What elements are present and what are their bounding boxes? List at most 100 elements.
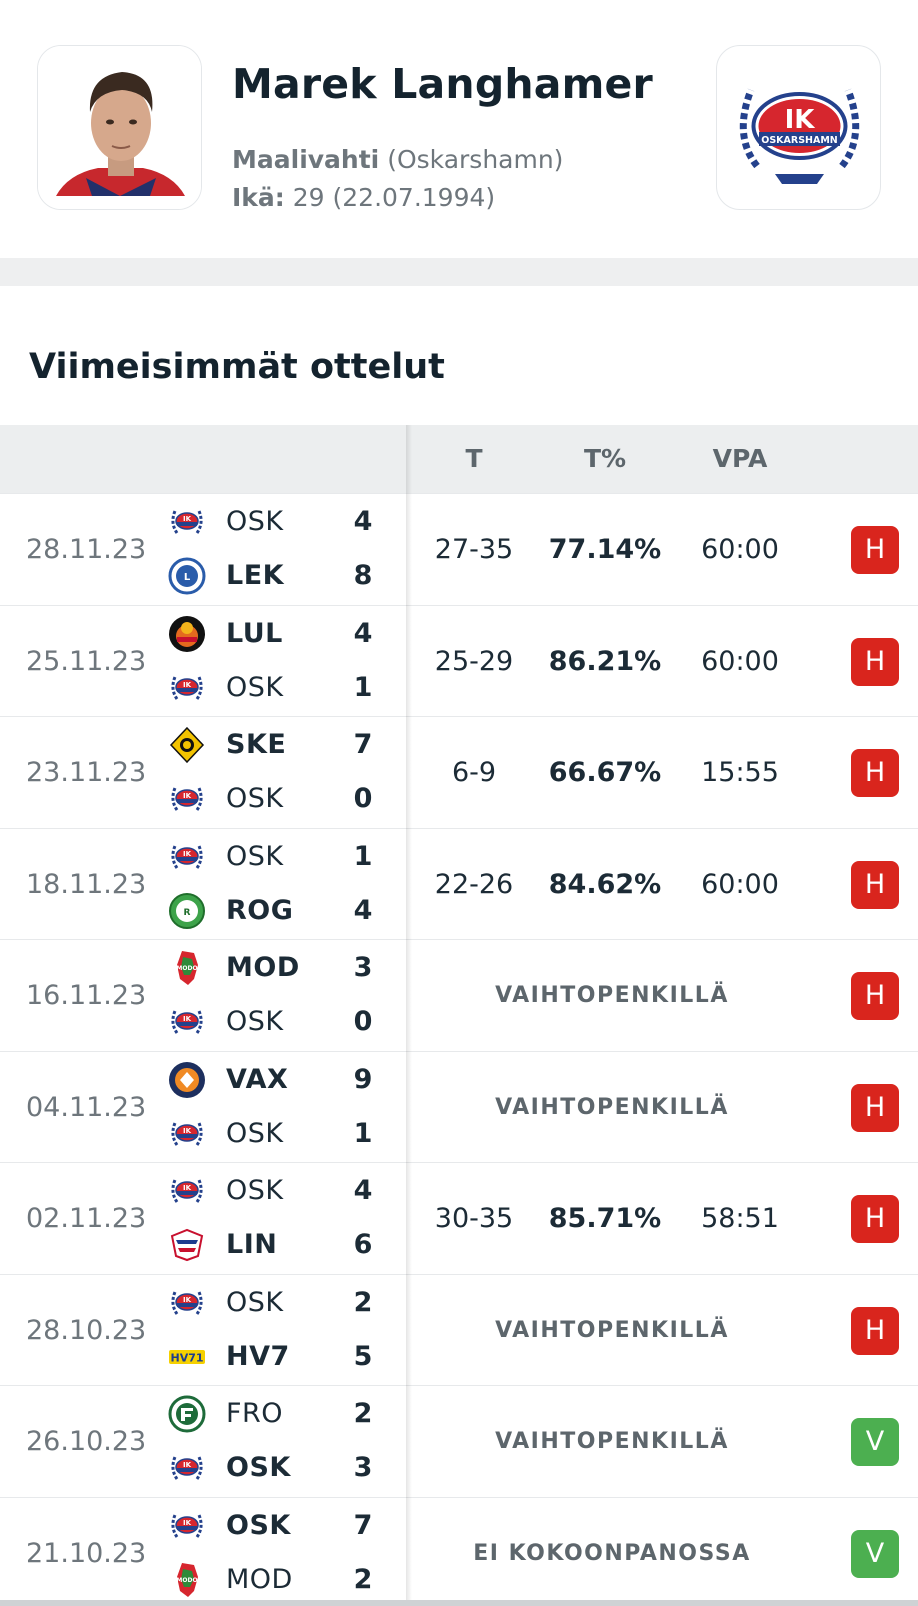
match-row[interactable]: 21.10.23 IK OSK 7 MODO MOD 2 EI KOKOONPANOSSA V (0, 1496, 918, 1606)
away-team: HV71 HV7 5 (164, 1329, 404, 1385)
team-abbr: ROG (226, 894, 294, 926)
match-date: 25.11.23 (26, 645, 147, 677)
player-position: Maalivahti (Oskarshamn) (232, 145, 563, 174)
team-abbr: LEK (226, 560, 285, 591)
oskarshamn-logo-icon: IK (168, 1115, 206, 1153)
sticky-column-shadow (406, 425, 412, 1606)
frolunda-logo-icon (168, 1395, 206, 1433)
linkoping-logo-icon (168, 1226, 206, 1264)
team-abbr: OSK (226, 1286, 284, 1318)
oskarshamn-logo-icon: IK (168, 1003, 206, 1041)
match-row[interactable]: 25.11.23 LUL 4 IK OSK 1 25-29 86.21% 60:00 H (0, 604, 918, 717)
oskarshamn-logo-icon: IK OSKARSHAMN (739, 88, 860, 184)
result-badge: H (851, 1195, 899, 1243)
match-row[interactable]: 02.11.23 IK OSK 4 LIN 6 30-35 85.71% 58:51 H (0, 1162, 918, 1274)
team-logo-card[interactable]: IK OSKARSHAMN (716, 45, 881, 210)
team-score: 2 (353, 1563, 373, 1595)
team-score: 3 (353, 1452, 373, 1483)
team-score: 9 (353, 1063, 373, 1095)
stat-save-pct: 85.71% (548, 1203, 662, 1234)
stat-save-pct: 86.21% (548, 645, 662, 677)
team-score: 4 (353, 506, 373, 537)
match-row[interactable]: 18.11.23 IK OSK 1 R ROG 4 22-26 84.62% 60:00 H (0, 827, 918, 940)
home-team: LUL 4 (164, 606, 404, 662)
oskarshamn-logo-icon: IK (168, 503, 206, 541)
team-score: 3 (353, 952, 373, 983)
result-badge: H (851, 1306, 899, 1355)
player-photo-icon (38, 46, 201, 209)
away-team: LIN 6 (164, 1217, 404, 1273)
home-team: IK OSK 2 (164, 1275, 404, 1331)
away-team: IK OSK 0 (164, 994, 404, 1050)
svg-text:MODO: MODO (176, 1577, 197, 1584)
team-score: 1 (353, 1117, 373, 1149)
not-played-status: VAIHTOPENKILLÄ (495, 1317, 729, 1343)
team-score: 7 (353, 729, 373, 760)
svg-text:IK: IK (183, 681, 192, 689)
oskarshamn-logo-icon: IK (168, 1284, 206, 1322)
oskarshamn-logo-icon: IK (168, 838, 206, 876)
leksand-logo-icon: L (168, 557, 206, 595)
svg-text:IK: IK (183, 515, 192, 523)
match-row[interactable]: 26.10.23 FRO 2 IK OSK 3 VAIHTOPENKILLÄ V (0, 1385, 918, 1497)
result-badge: V (851, 1418, 899, 1466)
team-score: 4 (353, 617, 373, 649)
team-score: 7 (353, 1509, 373, 1541)
match-date: 04.11.23 (26, 1091, 147, 1123)
stat-save-pct: 84.62% (548, 868, 662, 900)
not-played-status: VAIHTOPENKILLÄ (495, 983, 729, 1008)
stat-toi: 58:51 (701, 1203, 779, 1234)
oskarshamn-logo-icon: IK (168, 1507, 206, 1545)
section-divider (0, 258, 918, 286)
home-team: IK OSK 1 (164, 829, 404, 885)
result-badge: H (851, 637, 899, 686)
player-name: Marek Langhamer (232, 60, 653, 108)
oskarshamn-logo-icon: IK (168, 1449, 206, 1487)
player-avatar (37, 45, 202, 210)
stat-saves: 22-26 (434, 868, 514, 900)
match-date: 26.10.23 (26, 1426, 147, 1457)
team-abbr: LIN (226, 1229, 278, 1260)
home-team: SKE 7 (164, 717, 404, 773)
position-label: Maalivahti (232, 145, 380, 174)
svg-text:IK: IK (183, 792, 192, 800)
away-team: IK OSK 0 (164, 771, 404, 827)
match-date: 02.11.23 (26, 1203, 147, 1234)
stat-saves: 25-29 (434, 645, 514, 677)
result-badge: H (851, 1083, 899, 1132)
modo-logo-icon: MODO (168, 949, 206, 987)
team-abbr: OSK (226, 1509, 291, 1541)
match-row[interactable]: 23.11.23 SKE 7 IK OSK 0 6-9 66.67% 15:55 H (0, 716, 918, 828)
team-abbr: LUL (226, 617, 283, 649)
table-header: T T% VPA (0, 425, 918, 493)
stat-saves: 6-9 (451, 757, 497, 788)
svg-text:IK: IK (183, 1461, 192, 1469)
away-team: IK OSK 1 (164, 660, 404, 716)
match-row[interactable]: 28.10.23 IK OSK 2 HV71 HV7 5 VAIHTOPENKILLÄ H (0, 1273, 918, 1386)
column-header-saves: T (465, 444, 483, 473)
svg-text:IK: IK (183, 1015, 192, 1023)
team-abbr: OSK (226, 671, 284, 703)
home-team: IK OSK 7 (164, 1498, 404, 1554)
match-date: 16.11.23 (26, 980, 147, 1011)
team-abbr: OSK (226, 1006, 284, 1037)
match-row[interactable]: 16.11.23 MODO MOD 3 IK OSK 0 VAIHTOPENKILLÄ H (0, 939, 918, 1051)
team-abbr: SKE (226, 729, 287, 760)
oskarshamn-logo-icon: IK (168, 669, 206, 707)
team-abbr: HV7 (226, 1340, 290, 1372)
not-played-status: VAIHTOPENKILLÄ (495, 1094, 729, 1120)
team-score: 1 (353, 671, 373, 703)
not-played-status: VAIHTOPENKILLÄ (495, 1429, 729, 1454)
oskarshamn-logo-icon: IK (168, 1172, 206, 1210)
home-team: FRO 2 (164, 1386, 404, 1442)
team-score: 8 (353, 560, 373, 591)
age-label: Ikä: (232, 183, 285, 212)
svg-text:IK: IK (183, 850, 192, 858)
age-value: 29 (22.07.1994) (292, 183, 496, 212)
stat-toi: 60:00 (701, 645, 779, 677)
svg-text:L: L (184, 572, 191, 583)
modo-logo-icon: MODO (168, 1561, 206, 1599)
match-row[interactable]: 04.11.23 VAX 9 IK OSK 1 VAIHTOPENKILLÄ H (0, 1050, 918, 1163)
match-row[interactable]: 28.11.23 IK OSK 4 L LEK 8 27-35 77.14% 60:00 H (0, 493, 918, 605)
stat-save-pct: 77.14% (548, 534, 662, 565)
